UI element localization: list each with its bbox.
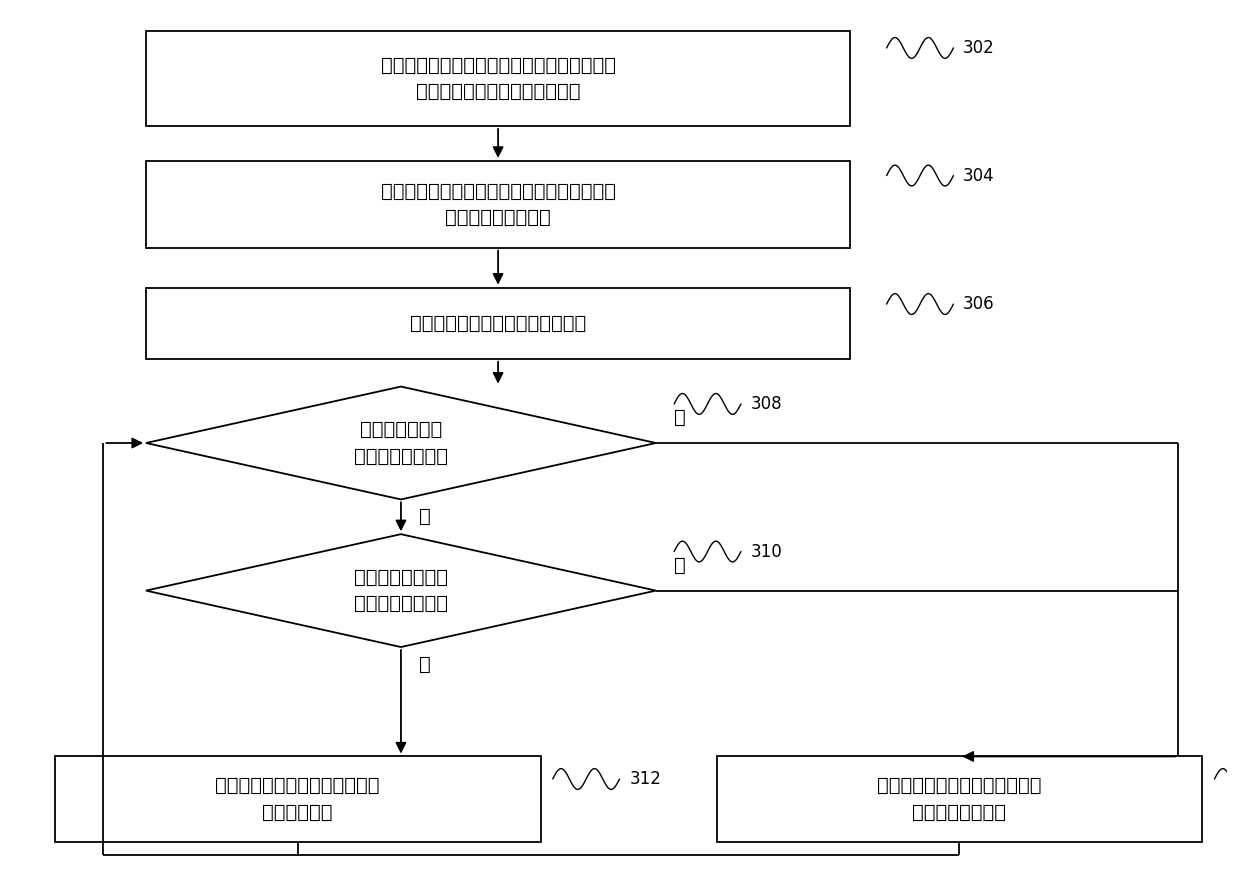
Polygon shape [146, 534, 655, 647]
Text: 310: 310 [751, 542, 782, 561]
Text: 302: 302 [963, 39, 995, 57]
Bar [146, 161, 850, 248]
Text: 确定第二湿度是否
大于等于第二阈值: 确定第二湿度是否 大于等于第二阈值 [354, 568, 449, 613]
Text: 否: 否 [674, 556, 686, 575]
Text: 是: 是 [419, 655, 431, 674]
Text: 是: 是 [419, 508, 431, 526]
Text: 在检测到空调的当前运行模式为制冷模式或除
湿模式后，测量室内的第一湿度: 在检测到空调的当前运行模式为制冷模式或除 湿模式后，测量室内的第一湿度 [380, 56, 616, 101]
Polygon shape [146, 386, 655, 500]
Bar [716, 757, 1202, 842]
Bar [146, 288, 850, 359]
Text: 控制空调以防凝露滴水模式运行
第二预定时长: 控制空调以防凝露滴水模式运行 第二预定时长 [216, 776, 380, 821]
Text: 在空调以当前运行模式运行第一预定时长后，
测量室内的第二湿度: 在空调以当前运行模式运行第一预定时长后， 测量室内的第二湿度 [380, 182, 616, 227]
Text: 304: 304 [963, 167, 995, 184]
Bar [146, 31, 850, 126]
Text: 312: 312 [629, 770, 662, 788]
Text: 否: 否 [674, 408, 686, 427]
Text: 控制空调以当前运行模式运行，
每隔第三预定时长: 控制空调以当前运行模式运行， 每隔第三预定时长 [877, 776, 1042, 821]
Text: 308: 308 [751, 395, 782, 413]
Text: 确定湿度差是否
小于等于第一阈值: 确定湿度差是否 小于等于第一阈值 [354, 420, 449, 466]
Bar [55, 757, 540, 842]
Text: 计算第一湿度与第二湿度的湿度差: 计算第一湿度与第二湿度的湿度差 [410, 314, 586, 332]
Text: 306: 306 [963, 295, 995, 313]
